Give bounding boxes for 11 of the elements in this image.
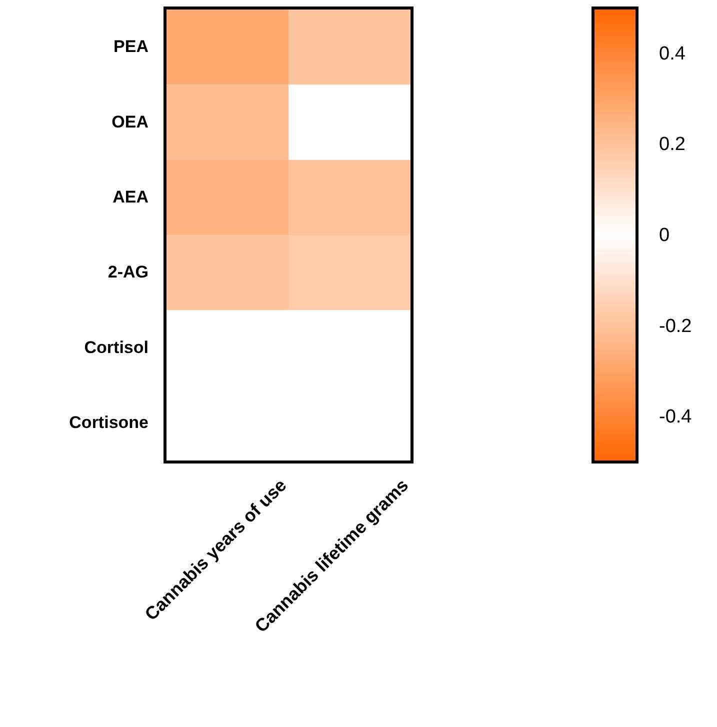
y-tick-label: Cortisol: [84, 338, 148, 357]
y-tick-label: AEA: [112, 187, 148, 206]
y-tick-label: 2-AG: [108, 262, 148, 282]
color-bar-label: 0.2: [659, 134, 686, 156]
color-bar-label: -0.2: [659, 316, 692, 337]
y-tick-label: OEA: [112, 112, 148, 132]
color-bar-label: 0.4: [659, 43, 686, 64]
y-tick-label: PEA: [114, 37, 148, 56]
y-tick-label: Cortisone: [69, 412, 148, 432]
color-bar-label: 0: [659, 225, 670, 246]
color-bar-label: -0.4: [659, 406, 692, 428]
